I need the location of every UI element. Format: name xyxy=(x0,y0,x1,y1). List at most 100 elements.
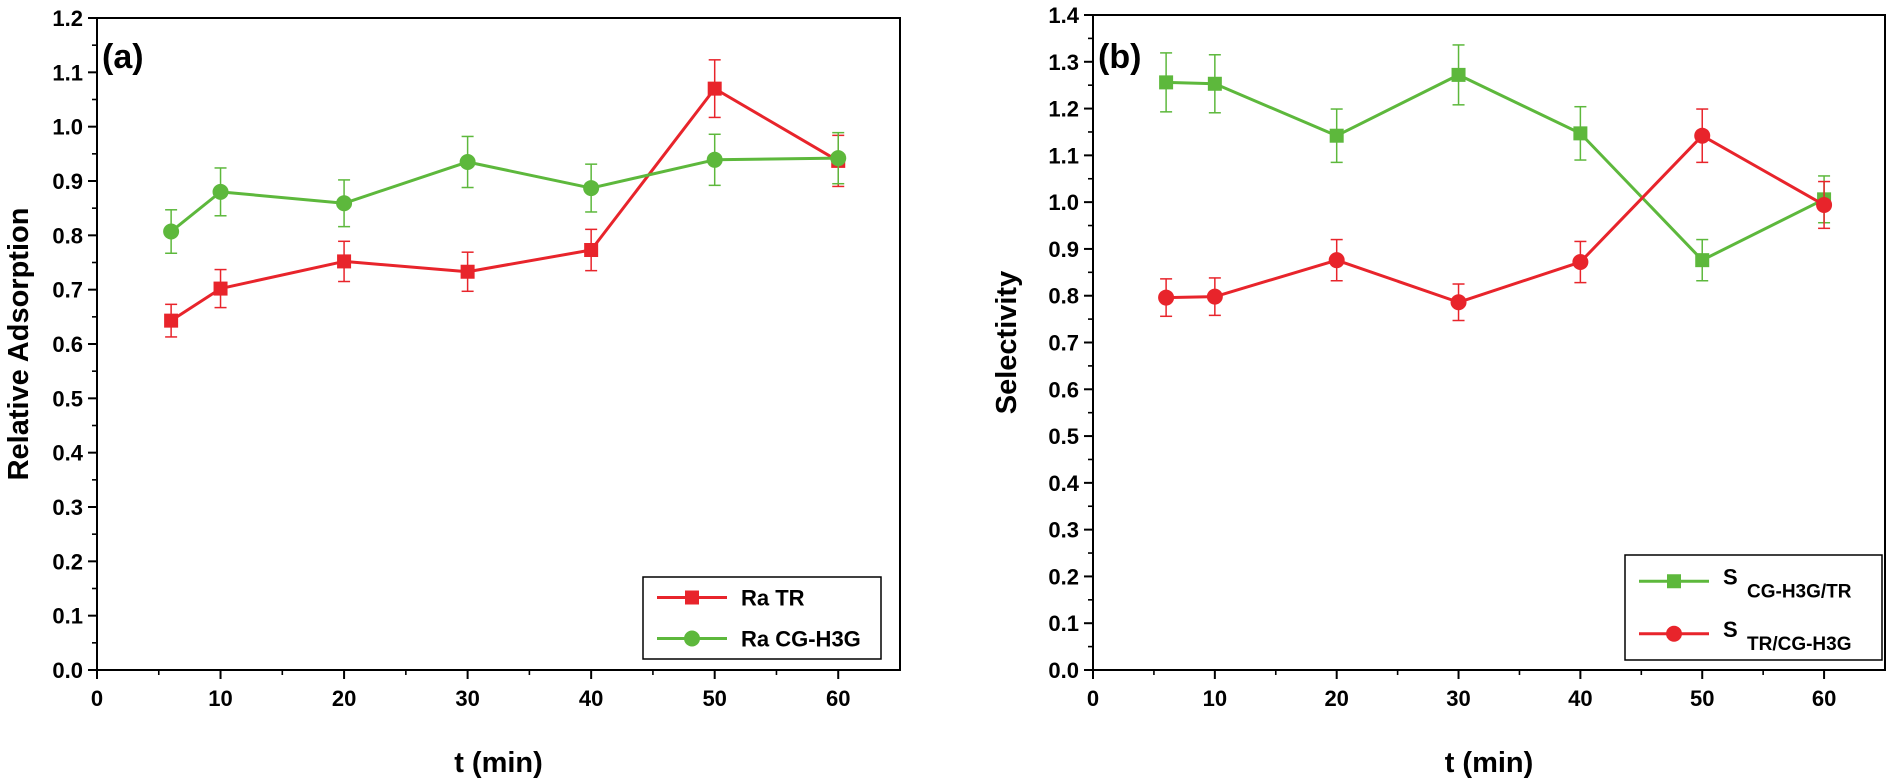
y-axis-title-a: Relative Adsorption xyxy=(3,208,35,481)
y-tick-label-a: 0.8 xyxy=(52,223,83,248)
legend-marker-circle xyxy=(1666,625,1682,642)
panel-a-relative-adsorption-chart: 0 10 20 30 40 50 60 0.0 0.1 0.2 0.3 0.4 0.5 0.6 0.7 0.8… xyxy=(3,6,901,779)
data-point-square xyxy=(1695,253,1710,268)
y-tick-label-b: 0.5 xyxy=(1048,424,1079,449)
data-point-circle xyxy=(1694,127,1711,144)
series-line xyxy=(1166,73,1825,262)
x-tick-label-b: 40 xyxy=(1568,686,1592,711)
data-point-square xyxy=(213,281,228,296)
y-tick-label-a: 0.9 xyxy=(52,169,83,194)
data-point-square xyxy=(584,243,599,258)
y-tick-label-b: 0.9 xyxy=(1048,237,1079,262)
y-tick-label-b: 0.8 xyxy=(1048,284,1079,309)
legend-label-subscript: TR/CG-H3G xyxy=(1747,634,1852,655)
y-tick-label-b: 0.4 xyxy=(1048,471,1079,496)
data-point-circle xyxy=(1450,294,1467,311)
series-line xyxy=(170,87,839,322)
x-tick-label-b: 0 xyxy=(1087,686,1099,711)
series-line xyxy=(170,156,839,233)
data-point-circle xyxy=(212,183,229,200)
x-tick-label-a: 50 xyxy=(702,686,726,711)
series-a-0 xyxy=(164,59,846,338)
data-point-circle xyxy=(1816,196,1833,213)
legend-marker-square xyxy=(1667,574,1681,589)
panel-label-a: (a) xyxy=(102,38,144,76)
x-tick-label-a: 30 xyxy=(455,686,479,711)
data-point-square xyxy=(164,313,179,328)
x-tick-label-a: 40 xyxy=(579,686,603,711)
data-point-circle xyxy=(830,150,847,167)
panel-label-b: (b) xyxy=(1098,38,1141,76)
y-tick-label-b: 1.3 xyxy=(1048,50,1079,75)
y-tick-label-a: 0.3 xyxy=(52,495,83,520)
x-tick-label-b: 10 xyxy=(1203,686,1227,711)
data-point-square xyxy=(1329,128,1344,143)
legend-b: S CG-H3G/TR S TR/CG-H3G xyxy=(1624,554,1883,661)
y-tick-label-b: 1.0 xyxy=(1048,190,1079,215)
legend-a: Ra TR Ra CG-H3G xyxy=(642,576,882,660)
y-tick-label-b: 0.6 xyxy=(1048,377,1079,402)
y-tick-label-a: 1.1 xyxy=(52,60,83,85)
x-tick-label-a: 10 xyxy=(208,686,232,711)
data-point-circle xyxy=(1158,289,1175,306)
y-tick-label-a: 0.6 xyxy=(52,332,83,357)
data-point-circle xyxy=(336,195,353,212)
data-point-circle xyxy=(163,223,180,240)
data-point-circle xyxy=(583,180,600,197)
y-axis-title-b: Selectivity xyxy=(991,271,1023,414)
data-point-circle xyxy=(1572,254,1589,271)
data-point-square xyxy=(337,254,352,269)
x-tick-label-b: 50 xyxy=(1690,686,1714,711)
y-tick-label-b: 1.1 xyxy=(1048,143,1079,168)
y-tick-label-a: 0.5 xyxy=(52,386,83,411)
y-tick-label-a: 0.7 xyxy=(52,278,83,303)
data-point-square xyxy=(1159,75,1174,90)
x-tick-label-a: 60 xyxy=(826,686,850,711)
legend-label: Ra CG-H3G xyxy=(741,627,861,652)
data-point-square xyxy=(460,264,475,279)
y-tick-label-a: 1.0 xyxy=(52,115,83,140)
series-b-0 xyxy=(1159,44,1832,282)
y-tick-label-a: 0.0 xyxy=(52,658,83,683)
y-tick-label-b: 1.4 xyxy=(1048,3,1079,28)
y-tick-label-b: 0.7 xyxy=(1048,331,1079,356)
data-point-square xyxy=(1573,126,1588,141)
series-a-1 xyxy=(163,131,847,255)
x-tick-label-b: 30 xyxy=(1446,686,1470,711)
data-point-circle xyxy=(1206,288,1223,305)
y-tick-label-b: 0.3 xyxy=(1048,518,1079,543)
x-tick-label-b: 20 xyxy=(1324,686,1348,711)
data-point-circle xyxy=(459,153,476,170)
legend-label: S xyxy=(1723,617,1738,642)
data-point-square xyxy=(707,81,722,96)
plot-frame-a xyxy=(96,17,901,671)
y-tick-label-a: 1.2 xyxy=(52,6,83,31)
y-tick-label-a: 0.1 xyxy=(52,604,83,629)
x-axis-title-b: t (min) xyxy=(1445,747,1534,779)
y-tick-label-a: 0.2 xyxy=(52,549,83,574)
legend-label: Ra TR xyxy=(741,586,805,611)
y-tick-label-b: 0.0 xyxy=(1048,658,1079,683)
legend-label: S xyxy=(1723,564,1738,589)
panel-b-selectivity-chart: 0 10 20 30 40 50 60 0.0 0.1 0.2 0.3 0.4 0.5 0.6 0.7 0.8… xyxy=(991,3,1886,779)
y-tick-label-b: 0.2 xyxy=(1048,564,1079,589)
legend-marker-square xyxy=(685,590,699,605)
x-tick-label-a: 0 xyxy=(91,686,103,711)
x-tick-label-b: 60 xyxy=(1812,686,1836,711)
series-line xyxy=(1166,134,1825,304)
series-b-1 xyxy=(1158,108,1833,322)
data-point-circle xyxy=(706,151,723,168)
data-point-circle xyxy=(1328,252,1345,269)
x-tick-label-a: 20 xyxy=(332,686,356,711)
legend-box xyxy=(642,576,882,660)
data-point-square xyxy=(1207,76,1222,91)
y-tick-label-a: 0.4 xyxy=(52,441,83,466)
legend-marker-circle xyxy=(684,630,700,647)
x-axis-title-a: t (min) xyxy=(454,747,543,779)
legend-box xyxy=(1624,554,1883,661)
y-tick-label-b: 0.1 xyxy=(1048,611,1079,636)
legend-label-subscript: CG-H3G/TR xyxy=(1747,581,1852,602)
y-tick-label-b: 1.2 xyxy=(1048,97,1079,122)
data-point-square xyxy=(1451,67,1466,82)
